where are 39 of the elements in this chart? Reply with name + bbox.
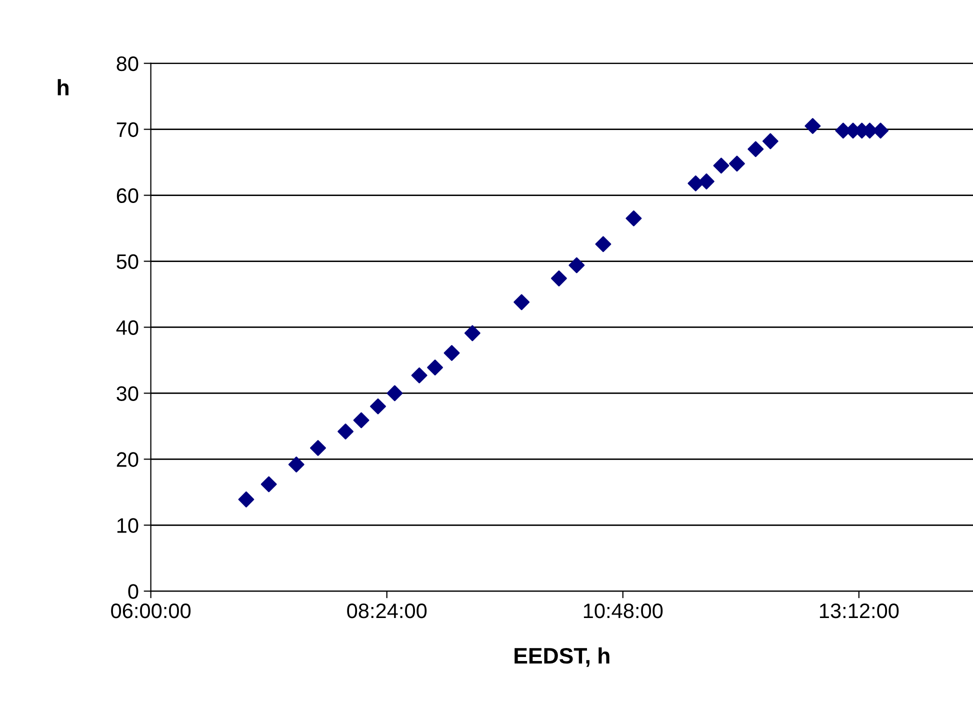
y-tick-label: 40 <box>116 320 138 335</box>
point <box>713 158 730 174</box>
point <box>288 456 304 472</box>
point <box>310 440 326 456</box>
y-tick-label: 60 <box>116 188 138 204</box>
point <box>411 367 428 384</box>
point <box>568 257 585 274</box>
point <box>464 325 480 342</box>
x-axis-title: EEDST, h <box>514 647 610 667</box>
point <box>550 270 567 286</box>
x-tick-label: 06:00:00 <box>111 603 191 618</box>
point <box>427 360 444 376</box>
y-tick-label: 30 <box>116 386 138 401</box>
point <box>514 294 530 310</box>
y-tick-label: 10 <box>117 518 138 533</box>
point <box>386 385 403 402</box>
point <box>804 118 821 134</box>
y-tick-label: 20 <box>116 452 138 467</box>
y-axis-title: h <box>58 79 68 96</box>
point <box>748 141 764 158</box>
y-tick-label: 50 <box>116 254 138 270</box>
y-tick-label: 0 <box>128 584 138 599</box>
y-tick-label: 80 <box>116 56 138 72</box>
point <box>626 210 642 226</box>
point <box>260 476 277 492</box>
point <box>728 156 745 172</box>
point <box>353 412 370 428</box>
point <box>370 398 386 414</box>
x-tick-label: 13:12:00 <box>820 603 899 618</box>
point <box>762 133 778 150</box>
point <box>698 173 714 190</box>
point <box>338 424 354 440</box>
point <box>688 175 704 192</box>
point <box>238 491 254 508</box>
point <box>595 236 612 252</box>
x-tick-label: 08:24:00 <box>347 603 427 618</box>
y-tick-label: 70 <box>116 122 138 138</box>
point <box>444 344 460 361</box>
x-tick-label: 10:48:00 <box>584 603 663 618</box>
